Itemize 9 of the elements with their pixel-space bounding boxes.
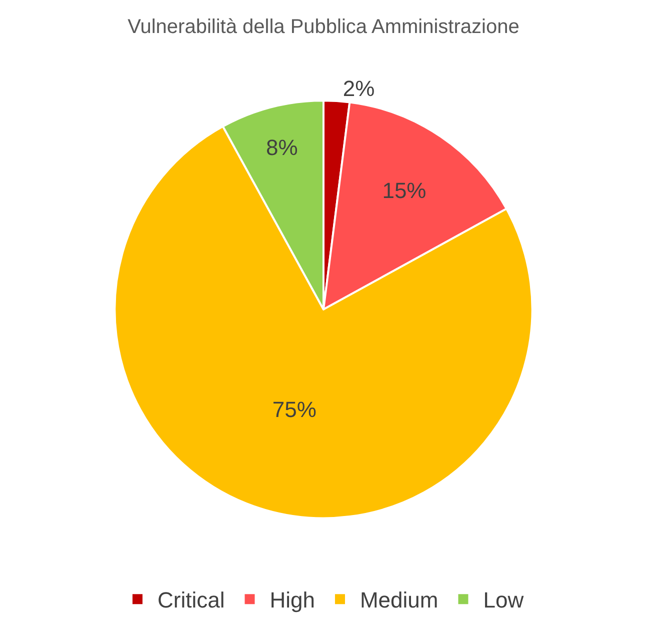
legend-label: High (270, 588, 315, 613)
data-label: 15% (382, 178, 426, 204)
legend-label: Critical (158, 588, 225, 613)
legend-label: Medium (360, 588, 438, 613)
legend-label: Low (483, 588, 524, 613)
data-label: 2% (342, 76, 375, 102)
data-label: 75% (272, 397, 316, 422)
data-label: 8% (266, 134, 298, 160)
chart-title: Vulnerabilità della Pubblica Amministrazione (128, 16, 520, 38)
